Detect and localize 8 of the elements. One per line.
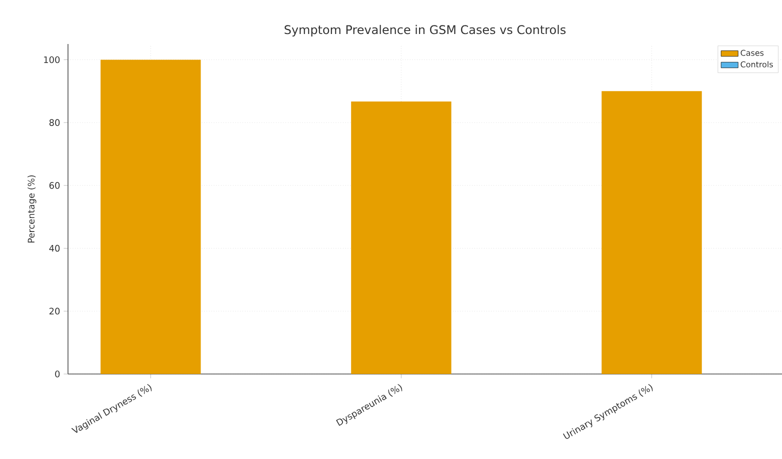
y-tick-label: 20 [49,308,60,315]
chart-title: Symptom Prevalence in GSM Cases vs Controls [284,24,566,36]
y-tick-label: 100 [44,56,60,64]
y-tick-label: 60 [49,182,60,189]
y-tick-label: 80 [49,119,60,126]
y-tick-label: 0 [55,370,60,378]
y-tick-label: 40 [49,244,60,252]
y-axis-title: Percentage (%) [28,175,36,243]
